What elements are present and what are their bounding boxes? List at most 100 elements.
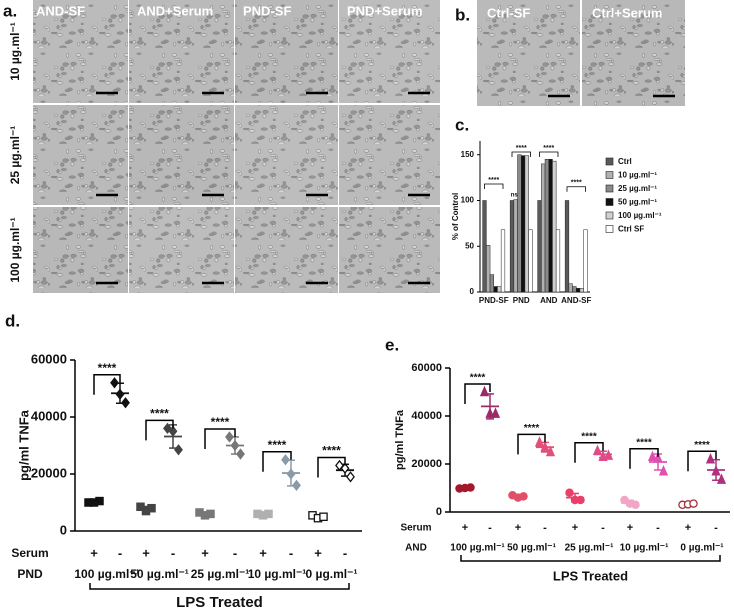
point (340, 462, 350, 474)
serum-label: + (142, 545, 150, 560)
serum-label: + (90, 545, 98, 560)
bar (548, 159, 553, 293)
panel-label: b. (455, 5, 470, 24)
row-label: AND (405, 543, 427, 554)
point (163, 422, 172, 435)
serum-label: - (343, 545, 347, 560)
x-axis-label: LPS Treated (176, 594, 263, 609)
legend-swatch (605, 184, 614, 193)
micrograph-texture (339, 105, 440, 205)
legend-swatch (605, 171, 614, 179)
row-label: Serum (11, 546, 48, 560)
significance-bracket (511, 151, 531, 157)
significance: ns (511, 193, 519, 199)
bar (579, 288, 584, 293)
point (174, 444, 183, 456)
bar (528, 229, 533, 293)
significance-bracket (317, 456, 346, 478)
bar (493, 286, 498, 293)
point (716, 473, 727, 484)
micrograph-texture (129, 207, 234, 293)
significance: **** (543, 145, 554, 152)
point (519, 492, 528, 501)
x-tick-label: 100 µg.ml⁻¹ (74, 567, 139, 581)
bar (552, 160, 557, 293)
significance: **** (488, 177, 499, 184)
serum-label: - (601, 522, 605, 534)
row-label: 10 µg.ml⁻¹ (8, 22, 22, 81)
micrograph-texture (582, 0, 685, 106)
x-tick-label: AND-SF (561, 296, 591, 305)
column-label: AND+Serum (137, 3, 213, 18)
bar (544, 159, 549, 293)
micrograph-texture (235, 105, 338, 205)
significance: **** (470, 373, 486, 384)
point (168, 425, 178, 437)
x-tick-label: PND-SF (479, 296, 509, 305)
point (479, 385, 490, 397)
bar (521, 155, 526, 293)
point (264, 509, 273, 519)
bar (513, 199, 518, 293)
bar (486, 245, 491, 293)
serum-label: + (515, 522, 521, 534)
point (292, 479, 301, 492)
micrograph-texture (129, 0, 234, 103)
legend-swatch (605, 157, 614, 166)
point (545, 445, 556, 457)
significance-bracket (629, 448, 659, 469)
bar (509, 200, 515, 293)
column-label: Ctrl-SF (487, 5, 530, 20)
point (230, 439, 240, 452)
x-axis-label: LPS Treated (553, 568, 628, 583)
point (206, 509, 215, 519)
bar (572, 286, 577, 293)
bar (537, 200, 542, 293)
point (534, 436, 545, 447)
point (647, 450, 658, 462)
column-label: AND-SF (36, 3, 85, 18)
point (466, 483, 475, 492)
serum-label: + (627, 522, 633, 534)
point (603, 449, 614, 460)
significance: **** (211, 415, 230, 429)
bar (541, 163, 546, 293)
point (281, 454, 290, 466)
micrograph-texture (235, 0, 338, 103)
legend-label: 25 µg.ml⁻¹ (618, 184, 657, 193)
point (711, 464, 721, 476)
bar (524, 155, 529, 293)
y-tick-label: 100 (461, 196, 475, 205)
serum-label: + (314, 545, 322, 560)
point (576, 495, 585, 505)
column-label: Ctrl+Serum (592, 5, 662, 20)
micrograph-texture (33, 207, 128, 293)
point (286, 468, 296, 480)
micrograph-texture (129, 105, 234, 205)
point (136, 502, 145, 512)
serum-label: - (656, 522, 660, 534)
significance-bracket (262, 451, 292, 472)
bar (489, 274, 494, 293)
y-tick-label: 50 (465, 241, 474, 250)
serum-label: + (462, 522, 468, 534)
y-tick-label: 20000 (31, 465, 67, 480)
legend-label: 50 µg.ml⁻¹ (618, 198, 657, 207)
micrograph-texture (33, 105, 128, 205)
x-tick-label: 0 µg.ml⁻¹ (306, 567, 358, 581)
point (121, 397, 130, 409)
serum-label: - (118, 545, 122, 560)
significance-bracket (204, 428, 236, 449)
y-tick-label: 40000 (31, 408, 67, 423)
treatment-bracket (460, 555, 721, 562)
x-tick-label: 0 µg.ml⁻¹ (680, 543, 724, 554)
point (653, 451, 663, 463)
point (592, 444, 603, 456)
row-label: 100 µg.ml⁻¹ (8, 217, 22, 282)
legend-label: 100 µg.ml⁻¹ (618, 211, 662, 220)
point (319, 512, 328, 522)
serum-label: + (572, 522, 578, 534)
panel-label: e. (385, 335, 399, 354)
micrograph-texture (339, 207, 440, 293)
